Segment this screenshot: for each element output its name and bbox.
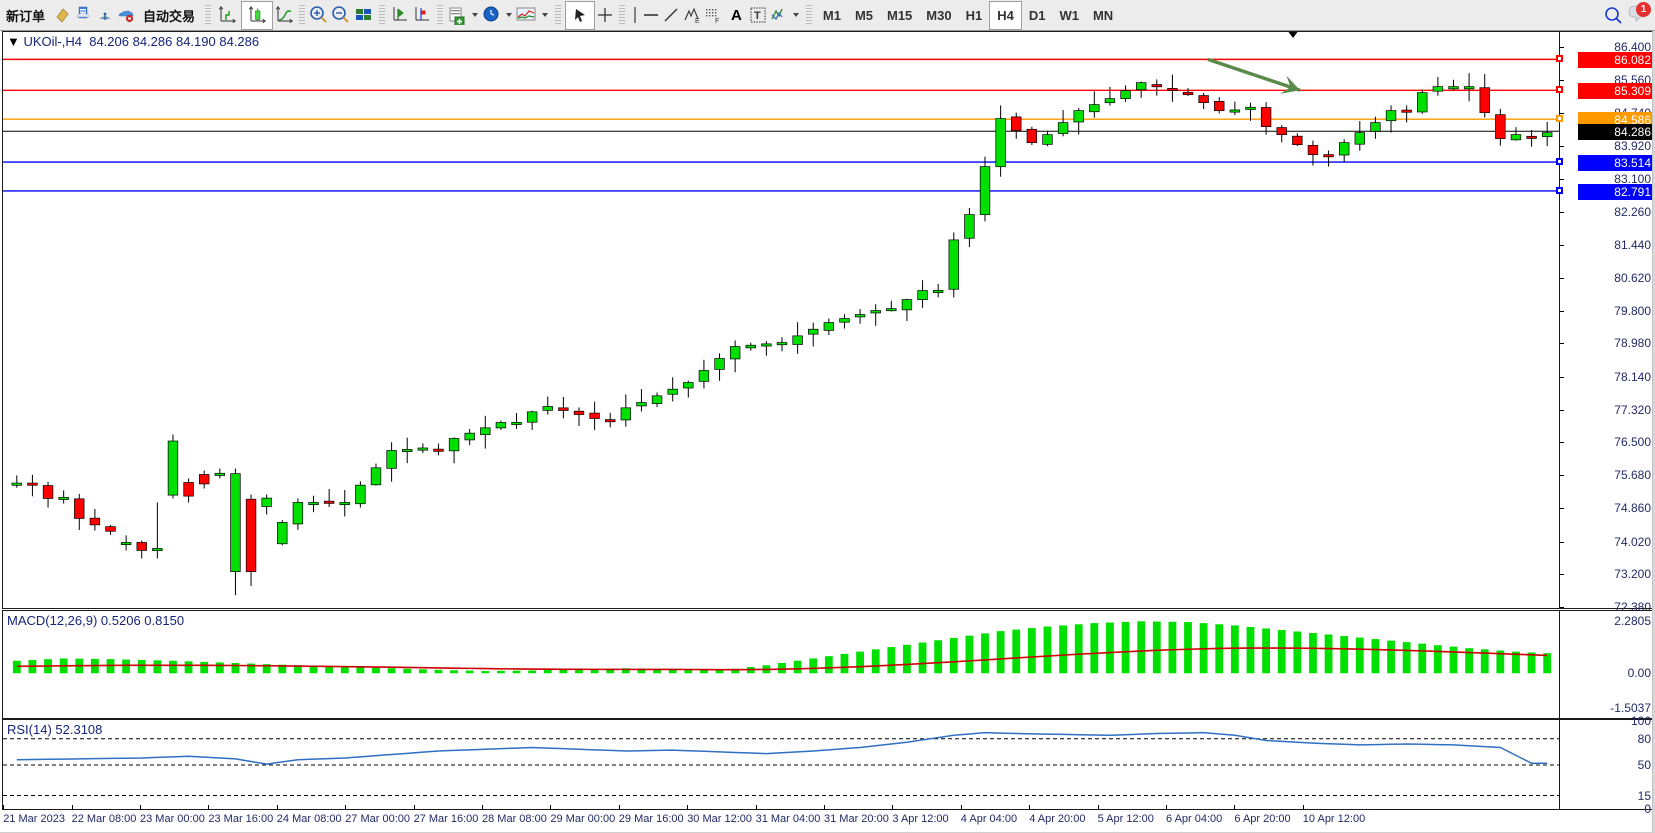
svg-text:F: F [715,18,719,25]
svg-text:T: T [754,10,761,22]
svg-text:E: E [695,18,700,25]
